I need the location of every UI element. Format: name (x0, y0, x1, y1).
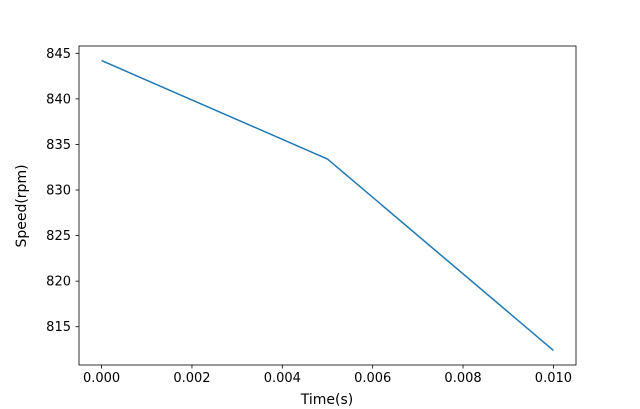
axes-spines (78, 45, 577, 366)
y-tick-label: 835 (46, 138, 71, 153)
y-tick-label: 825 (46, 229, 71, 244)
x-tick-label: 0.004 (264, 371, 301, 386)
x-tick-label: 0.008 (444, 371, 481, 386)
y-tick-label: 830 (46, 184, 71, 199)
x-tick-label: 0.006 (354, 371, 391, 386)
x-tick-label: 0.010 (535, 371, 572, 386)
y-tick-label: 845 (46, 47, 71, 62)
y-axis-label: Speed(rpm) (14, 164, 30, 247)
y-tick-label: 815 (46, 320, 71, 335)
x-axis-label: Time(s) (300, 392, 353, 408)
speed-data-line (101, 59, 554, 351)
plot-area: 0.000 0.002 0.004 0.006 0.008 0.010 815 820 825 8… (46, 45, 577, 386)
x-tick-label: 0.002 (173, 371, 210, 386)
x-tick-label: 0.000 (83, 371, 120, 386)
y-tick-label: 840 (46, 92, 71, 107)
y-tick-label: 820 (46, 275, 71, 290)
